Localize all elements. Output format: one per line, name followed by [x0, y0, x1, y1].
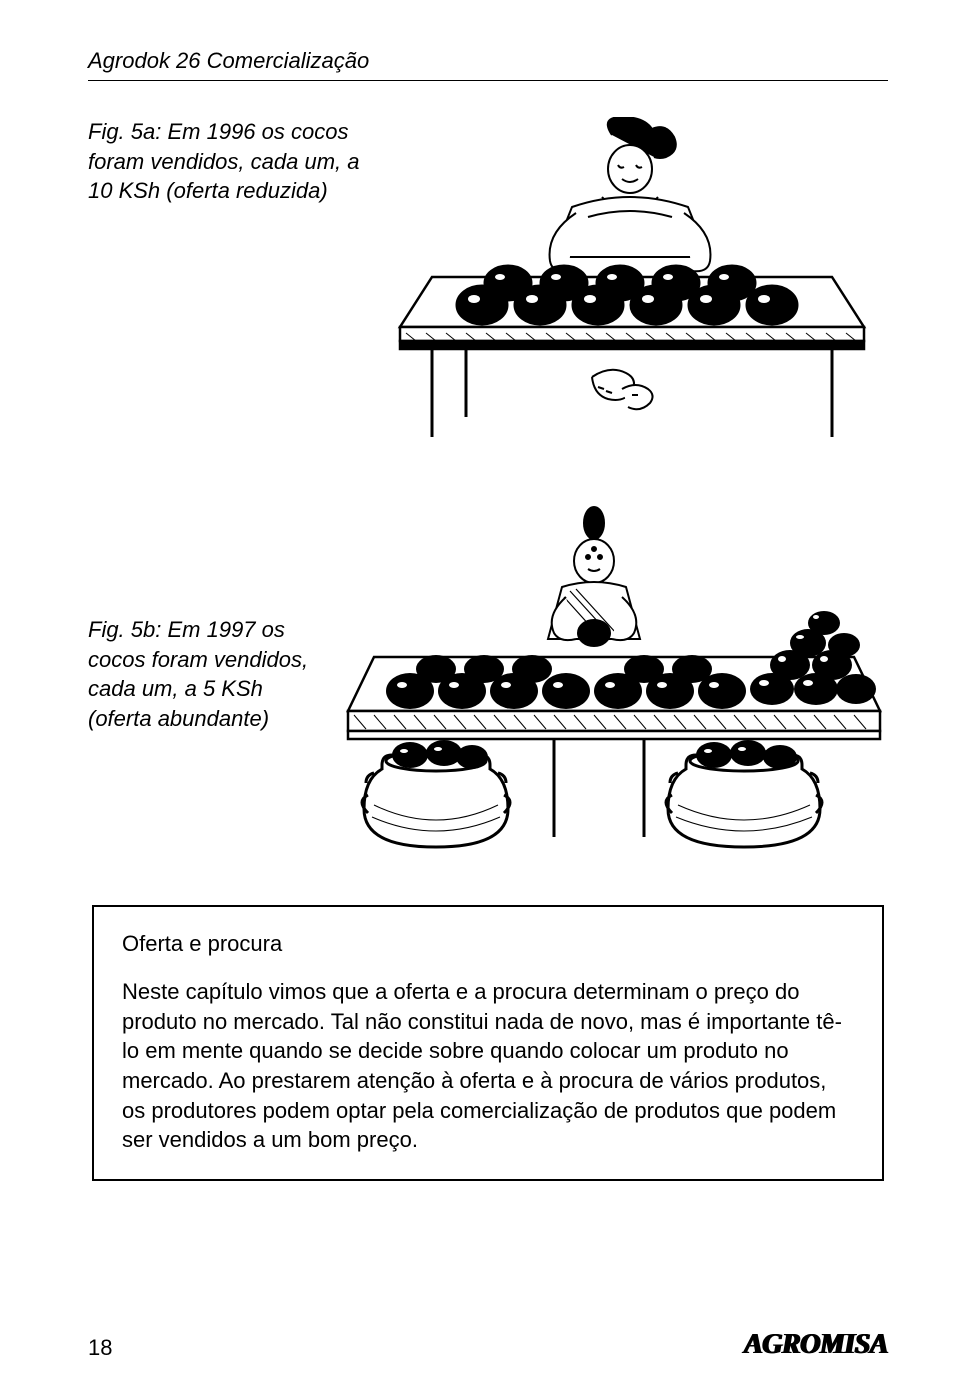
fig-5b-illustration: [344, 505, 888, 865]
figure-5a-row: Fig. 5a: Em 1996 os cocos foram vendidos…: [88, 117, 888, 457]
page-number: 18: [88, 1335, 112, 1361]
publisher-logo: AGROMISA: [744, 1329, 888, 1361]
page-header: Agrodok 26 Comercialização: [88, 48, 888, 81]
page-footer: 18 AGROMISA: [88, 1329, 888, 1361]
fig-5b-caption: Fig. 5b: Em 1997 os cocos foram vendidos…: [88, 505, 328, 734]
info-box-body: Neste capítulo vimos que a oferta e a pr…: [122, 977, 854, 1155]
fig-5a-caption: Fig. 5a: Em 1996 os cocos foram vendidos…: [88, 117, 368, 206]
info-box: Oferta e procura Neste capítulo vimos qu…: [92, 905, 884, 1181]
figure-5b-row: Fig. 5b: Em 1997 os cocos foram vendidos…: [88, 505, 888, 865]
info-box-title: Oferta e procura: [122, 931, 854, 957]
fig-5a-illustration: [392, 117, 888, 457]
